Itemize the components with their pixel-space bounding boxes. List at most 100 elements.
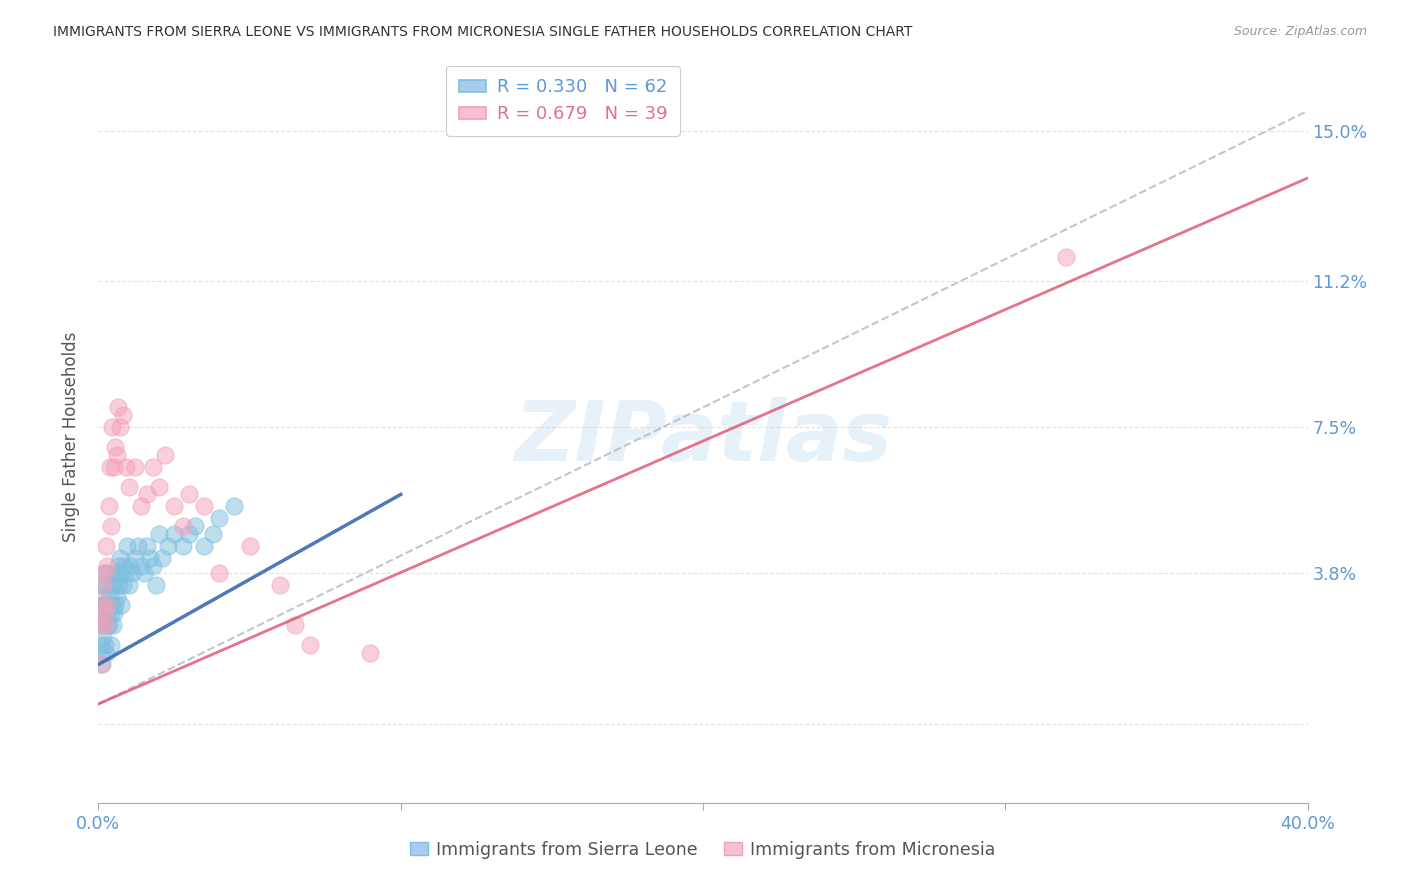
Point (94, 618, 117, 632)
Text: 0.0%: 0.0% (76, 814, 121, 832)
Point (163, 527, 186, 541)
Point (163, 500, 186, 514)
Point (114, 459, 136, 474)
Point (120, 558, 142, 573)
Text: Source: ZipAtlas.com: Source: ZipAtlas.com (1233, 25, 1367, 38)
Point (193, 500, 215, 514)
Point (100, 606, 122, 620)
Point (94, 539, 117, 553)
Point (108, 578, 131, 592)
Point (91, 630, 114, 644)
Point (153, 448, 176, 462)
Point (98, 500, 121, 514)
Point (91, 598, 114, 612)
Point (124, 459, 146, 474)
Point (91, 598, 114, 612)
Point (269, 578, 291, 592)
Point (202, 527, 225, 541)
Point (96, 598, 118, 612)
Point (224, 500, 246, 514)
Point (118, 479, 141, 493)
Legend: Immigrants from Sierra Leone, Immigrants from Micronesia: Immigrants from Sierra Leone, Immigrants… (404, 834, 1002, 865)
Point (101, 420, 124, 434)
Text: IMMIGRANTS FROM SIERRA LEONE VS IMMIGRANTS FROM MICRONESIA SINGLE FATHER HOUSEHO: IMMIGRANTS FROM SIERRA LEONE VS IMMIGRAN… (53, 25, 912, 39)
Point (115, 539, 138, 553)
Point (121, 566, 143, 581)
Point (129, 500, 152, 514)
Point (98, 459, 121, 474)
Point (96, 566, 118, 581)
Point (90, 657, 112, 672)
Point (93, 606, 115, 620)
Text: ZIPatlas: ZIPatlas (515, 397, 891, 477)
Point (100, 578, 122, 592)
Point (124, 550, 146, 565)
Point (142, 558, 165, 573)
Y-axis label: Single Father Households: Single Father Households (62, 332, 80, 542)
Point (150, 550, 173, 565)
Point (108, 566, 131, 581)
Point (108, 420, 131, 434)
Point (139, 550, 162, 565)
Point (239, 539, 262, 553)
Point (90, 638, 112, 652)
Point (104, 598, 127, 612)
Point (172, 539, 194, 553)
Point (156, 539, 179, 553)
Point (179, 527, 201, 541)
Point (101, 598, 124, 612)
Point (129, 558, 152, 573)
Point (114, 566, 136, 581)
Point (96, 618, 118, 632)
Point (127, 539, 149, 553)
Point (118, 578, 141, 592)
Point (90, 578, 112, 592)
Point (101, 618, 124, 632)
Point (94, 646, 117, 660)
Point (184, 519, 207, 533)
Point (89, 618, 111, 632)
Point (172, 519, 194, 533)
Point (100, 638, 122, 652)
Point (111, 578, 134, 592)
Point (93, 618, 115, 632)
Point (208, 566, 231, 581)
Point (299, 638, 322, 652)
Point (179, 487, 201, 501)
Point (93, 566, 115, 581)
Point (91, 657, 114, 672)
Point (145, 578, 167, 592)
Point (132, 566, 155, 581)
Point (98, 618, 121, 632)
Point (107, 558, 129, 573)
Point (96, 606, 118, 620)
Point (108, 550, 131, 565)
Point (135, 487, 157, 501)
Point (105, 591, 128, 605)
Point (110, 598, 132, 612)
Point (105, 448, 128, 462)
Point (103, 578, 125, 592)
Point (90, 591, 112, 605)
Point (148, 527, 170, 541)
Point (1054, 250, 1077, 264)
Point (208, 511, 231, 525)
Point (90, 646, 112, 660)
Point (103, 459, 125, 474)
Point (135, 539, 157, 553)
Point (105, 566, 128, 581)
Point (104, 440, 127, 454)
Point (96, 558, 118, 573)
Point (107, 401, 129, 415)
Point (94, 638, 117, 652)
Point (148, 479, 170, 493)
Point (93, 598, 115, 612)
Point (97, 598, 120, 612)
Point (103, 606, 125, 620)
Point (90, 618, 112, 632)
Point (91, 578, 114, 592)
Text: 40.0%: 40.0% (1279, 814, 1336, 832)
Legend: R = 0.330   N = 62, R = 0.679   N = 39: R = 0.330 N = 62, R = 0.679 N = 39 (446, 66, 681, 136)
Point (98, 591, 121, 605)
Point (142, 459, 165, 474)
